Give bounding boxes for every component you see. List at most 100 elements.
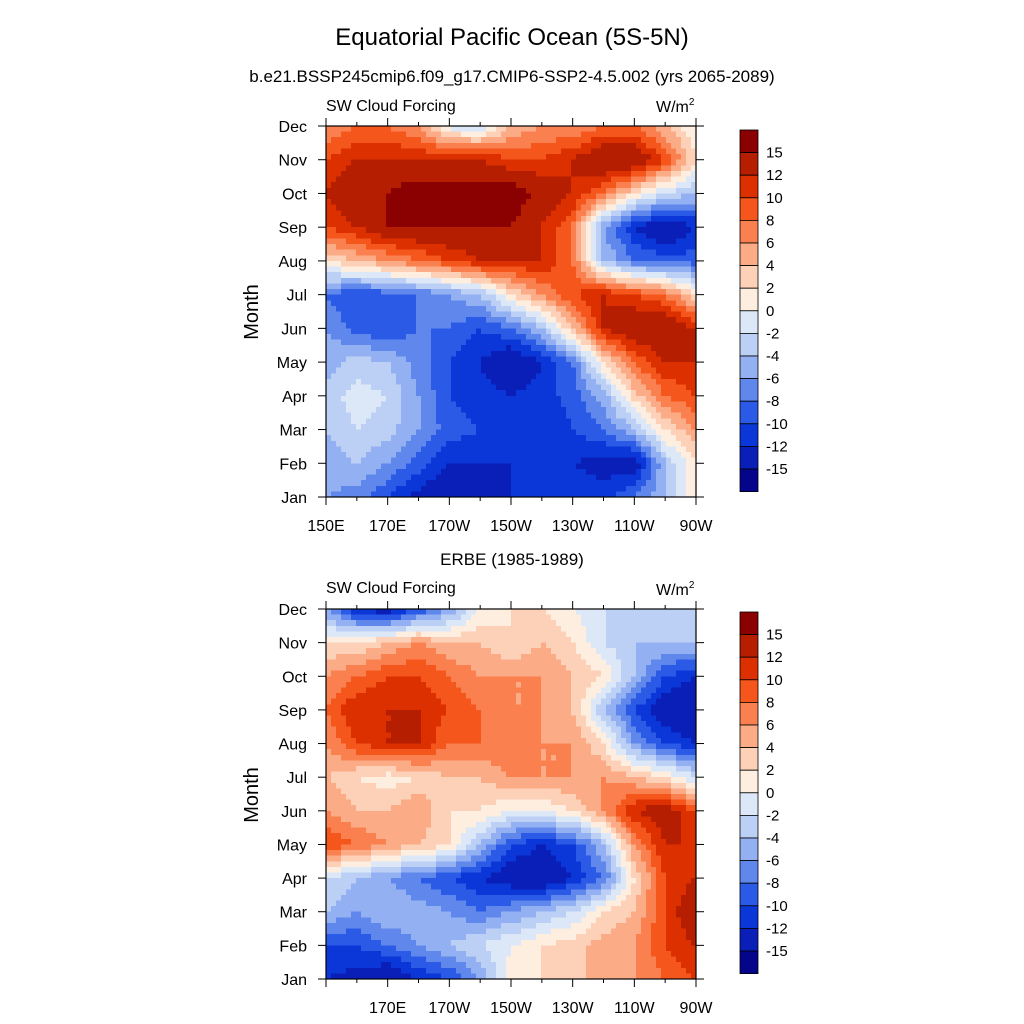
heatmap-cell xyxy=(326,126,332,133)
heatmap-cell xyxy=(561,272,567,279)
heatmap-cell xyxy=(491,485,497,492)
heatmap-cell xyxy=(616,463,622,470)
heatmap-cell xyxy=(631,244,637,251)
heatmap-cell xyxy=(436,412,442,419)
heatmap-cell xyxy=(451,440,457,448)
heatmap-cell xyxy=(366,322,372,329)
heatmap-cell xyxy=(646,277,652,284)
heatmap-cell xyxy=(436,480,442,487)
heatmap-cell xyxy=(691,159,697,166)
heatmap-cell xyxy=(526,227,532,234)
heatmap-cell xyxy=(391,485,397,492)
heatmap-cell xyxy=(386,333,392,341)
heatmap-cell xyxy=(476,210,482,217)
heatmap-cell xyxy=(406,345,412,352)
heatmap-cell xyxy=(576,260,582,268)
heatmap-cell xyxy=(346,328,352,335)
heatmap-cell xyxy=(686,165,692,172)
heatmap-cell xyxy=(451,423,457,431)
heatmap-cell xyxy=(511,317,517,324)
heatmap-cell xyxy=(576,210,582,217)
heatmap-cell xyxy=(531,187,537,195)
heatmap-cells xyxy=(326,126,697,498)
heatmap-cell xyxy=(686,378,692,386)
heatmap-cell xyxy=(416,199,422,206)
heatmap-cell xyxy=(611,468,617,476)
heatmap-cell xyxy=(441,249,447,256)
heatmap-cell xyxy=(626,418,632,425)
heatmap-cell xyxy=(611,126,617,133)
heatmap-cell xyxy=(526,277,532,284)
heatmap-cell xyxy=(546,463,552,470)
heatmap-cell xyxy=(631,199,637,206)
heatmap-cell xyxy=(371,300,377,307)
heatmap-cell xyxy=(351,266,357,273)
heatmap-cell xyxy=(531,491,537,498)
heatmap-cell xyxy=(416,328,422,335)
heatmap-cell xyxy=(666,317,672,324)
heatmap-cell xyxy=(376,148,382,155)
heatmap-cell xyxy=(386,339,392,346)
heatmap-cell xyxy=(491,193,497,200)
heatmap-cell xyxy=(326,289,332,296)
heatmap-cell xyxy=(531,204,537,211)
heatmap-cell xyxy=(471,204,477,211)
heatmap-cell xyxy=(421,367,427,374)
heatmap-cell xyxy=(336,452,342,459)
heatmap-cell xyxy=(591,317,597,324)
heatmap-cell xyxy=(671,401,677,408)
heatmap-cell xyxy=(566,429,572,436)
heatmap-cell xyxy=(576,390,582,397)
heatmap-cell xyxy=(671,412,677,419)
heatmap-cell xyxy=(671,266,677,273)
heatmap-cell xyxy=(616,452,622,459)
heatmap-cell xyxy=(496,142,502,150)
heatmap-cell xyxy=(401,333,407,341)
heatmap-cell xyxy=(351,339,357,346)
heatmap-cell xyxy=(596,378,602,386)
heatmap-cell xyxy=(586,328,592,335)
heatmap-cell xyxy=(406,215,412,223)
heatmap-cell xyxy=(576,159,582,166)
heatmap-cell xyxy=(516,305,522,313)
heatmap-cell xyxy=(606,249,612,256)
heatmap-cell xyxy=(536,328,542,335)
heatmap-cell xyxy=(531,311,537,318)
heatmap-cell xyxy=(471,367,477,374)
heatmap-cell xyxy=(676,322,682,329)
heatmap-cell xyxy=(546,333,552,341)
heatmap-cell xyxy=(666,131,672,138)
heatmap-cell xyxy=(356,474,362,481)
heatmap-cell xyxy=(436,170,442,178)
heatmap-cell xyxy=(461,317,467,324)
heatmap-cell xyxy=(546,468,552,476)
heatmap-cell xyxy=(446,249,452,256)
heatmap-cell xyxy=(491,457,497,464)
heatmap-cell xyxy=(556,339,562,346)
heatmap-cell xyxy=(461,452,467,459)
heatmap-cell xyxy=(671,491,677,498)
heatmap-cell xyxy=(561,362,567,369)
heatmap-cell xyxy=(431,154,437,161)
heatmap-cell xyxy=(671,137,677,144)
heatmap-cell xyxy=(506,249,512,256)
heatmap-cell xyxy=(361,289,367,296)
heatmap-cell xyxy=(471,322,477,329)
heatmap-cell xyxy=(396,373,402,380)
heatmap-cell xyxy=(651,367,657,374)
heatmap-cell xyxy=(371,485,377,492)
heatmap-cell xyxy=(386,300,392,307)
heatmap-cell xyxy=(466,182,472,189)
heatmap-cell xyxy=(331,249,337,256)
heatmap-cell xyxy=(576,317,582,324)
heatmap-cell xyxy=(596,154,602,161)
heatmap-cell xyxy=(656,227,662,234)
heatmap-cell xyxy=(361,446,367,453)
heatmap-cell xyxy=(436,305,442,313)
heatmap-cell xyxy=(611,485,617,492)
heatmap-cell xyxy=(486,260,492,268)
heatmap-cell xyxy=(446,356,452,363)
heatmap-cell xyxy=(651,452,657,459)
heatmap-cell xyxy=(566,187,572,195)
heatmap-cell xyxy=(541,154,547,161)
